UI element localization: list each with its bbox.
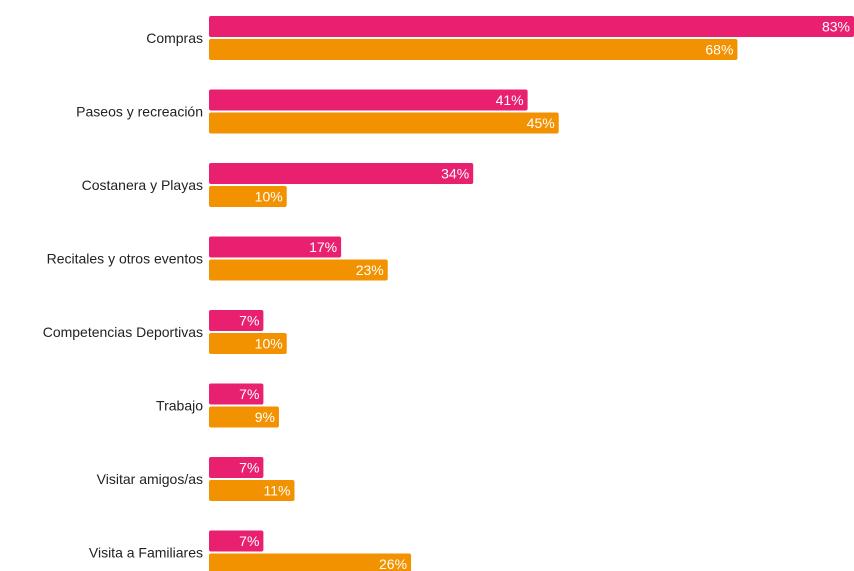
bar-series-2 [209,186,287,207]
bar-series-1 [209,383,264,405]
value-label: 10% [255,189,283,205]
bar-series-2 [209,480,295,501]
category-label: Costanera y Playas [82,177,203,193]
bar-series-1 [209,89,528,111]
value-label: 17% [309,239,337,255]
category-label: Competencias Deportivas [43,324,203,340]
value-label: 26% [379,556,407,571]
bar-series-2 [209,39,738,60]
bar-series-2 [209,333,287,354]
bar-series-2 [209,553,412,571]
value-label: 34% [441,166,469,182]
value-label: 11% [263,483,290,499]
bar-series-1 [209,236,342,258]
bar-series-2 [209,112,559,134]
value-label: 41% [496,92,524,108]
category-label: Trabajo [156,398,203,414]
value-label: 9% [255,409,275,425]
value-label: 68% [705,42,733,58]
value-label: 7% [239,386,259,402]
category-labels: Compras Paseos y recreación Costanera y Pl… [43,30,204,561]
value-label: 23% [356,262,384,278]
value-label: 83% [822,19,850,35]
value-label: 10% [255,336,283,352]
value-label: 7% [239,313,259,329]
category-label: Visita a Familiares [89,545,203,561]
bar-series-2 [209,406,279,428]
bars: 83%68%41%45%34%10%17%23%7%10%7%9%7%11%7%… [209,16,854,571]
bar-series-2 [209,259,388,281]
bar-series-1 [209,16,854,37]
value-label: 7% [239,533,259,549]
category-label: Recitales y otros eventos [47,251,203,267]
bar-series-1 [209,457,264,478]
category-label: Compras [146,30,203,46]
value-label: 7% [239,460,259,476]
bar-series-1 [209,163,474,184]
bar-series-1 [209,530,264,552]
bar-series-1 [209,310,264,331]
category-label: Paseos y recreación [76,104,203,120]
category-label: Visitar amigos/as [97,471,203,487]
value-label: 45% [527,115,555,131]
